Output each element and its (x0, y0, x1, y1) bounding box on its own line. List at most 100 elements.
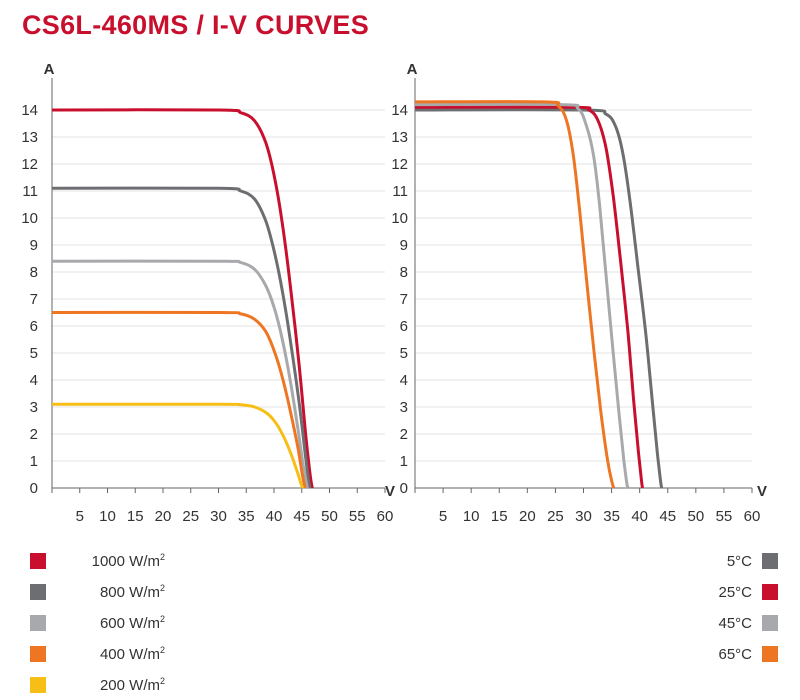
x-tick-label: 5 (439, 508, 447, 525)
legend-label-text: 1000 W/m (91, 553, 160, 570)
x-axis-label: V (757, 483, 767, 500)
legend-label: 1000 W/m2 (92, 552, 165, 570)
legend-label-superscript: 2 (159, 676, 165, 686)
legend-label-text: 600 W/m (99, 615, 160, 632)
legend-swatch (762, 584, 778, 600)
chart-panel-1: 5 10 15 20 25 30 35 40 45 50 55 6001234567891011121… (21, 61, 395, 525)
x-tick-label: 40 (631, 508, 648, 525)
x-tick-label: 60 (377, 508, 394, 525)
y-tick-label: 8 (30, 264, 38, 281)
x-tick-label: 35 (238, 508, 255, 525)
legend-label: 25°C (718, 583, 752, 601)
legend-swatch (30, 615, 46, 631)
y-tick-label: 13 (21, 129, 38, 146)
y-tick-label: 4 (30, 372, 38, 389)
series-line-2-3 (414, 102, 630, 489)
legend-item: 600 W/m2 (30, 613, 165, 633)
y-tick-label: 0 (30, 480, 38, 497)
chart-panel-2: 5 10 15 20 25 30 35 40 45 50 55 6001234567891011121… (391, 61, 767, 525)
y-tick-label: 14 (391, 102, 408, 119)
legend-label: 400 W/m2 (100, 645, 165, 663)
legend-label-superscript: 2 (159, 552, 165, 562)
y-tick-label: 10 (391, 210, 408, 227)
x-tick-label: 60 (744, 508, 761, 525)
series-line-2-2 (414, 105, 644, 489)
legend-swatch (762, 646, 778, 662)
x-tick-label: 10 (99, 508, 116, 525)
y-tick-label: 9 (400, 237, 408, 254)
x-tick-label: 40 (266, 508, 283, 525)
legend-item: 800 W/m2 (30, 582, 165, 602)
y-tick-label: 1 (30, 453, 38, 470)
y-tick-label: 0 (400, 480, 408, 497)
x-tick-label: 25 (547, 508, 564, 525)
y-tick-label: 2 (30, 426, 38, 443)
y-tick-label: 14 (21, 102, 38, 119)
legend-label: 45°C (718, 614, 752, 632)
x-axis-label: V (385, 483, 395, 500)
legend-swatch (762, 615, 778, 631)
y-tick-label: 2 (400, 426, 408, 443)
legend-label-superscript: 2 (159, 583, 165, 593)
legend-swatch (30, 584, 46, 600)
series-line-1-1 (51, 108, 314, 489)
y-tick-label: 5 (400, 345, 408, 362)
legend-item: 1000 W/m2 (30, 551, 165, 571)
x-tick-label: 30 (575, 508, 592, 525)
legend-swatch (30, 677, 46, 693)
legend-label: 65°C (718, 645, 752, 663)
x-tick-label: 35 (603, 508, 620, 525)
y-tick-label: 11 (22, 183, 38, 200)
x-tick-label: 55 (349, 508, 366, 525)
y-tick-label: 6 (400, 318, 408, 335)
legend-swatch (30, 646, 46, 662)
y-tick-label: 10 (21, 210, 38, 227)
legend-item: 25°C (718, 582, 778, 602)
legend-label-text: 400 W/m (99, 646, 160, 663)
y-axis-label: A (407, 61, 418, 78)
legend-item: 200 W/m2 (30, 675, 165, 695)
page-title: CS6L-460MS / I-V CURVES (22, 10, 369, 40)
legend-label: 800 W/m2 (100, 583, 165, 601)
y-tick-label: 13 (391, 129, 408, 146)
series-line-2-1 (414, 108, 664, 489)
y-tick-label: 5 (30, 345, 38, 362)
y-tick-label: 8 (400, 264, 408, 281)
series-line-1-3 (51, 259, 309, 489)
legend-label-text: 200 W/m (99, 677, 160, 694)
legend-label: 5°C (726, 552, 752, 570)
legend-swatch (762, 553, 778, 569)
x-tick-label: 30 (210, 508, 227, 525)
x-tick-label: 15 (127, 508, 144, 525)
series-line-2-4 (414, 100, 616, 489)
y-tick-label: 3 (30, 399, 38, 416)
x-tick-label: 50 (687, 508, 704, 525)
y-tick-label: 1 (400, 453, 408, 470)
x-tick-label: 45 (293, 508, 310, 525)
series-line-1-2 (51, 186, 312, 489)
series-line-1-5 (51, 402, 305, 489)
y-tick-label: 7 (30, 291, 38, 308)
y-tick-label: 11 (392, 183, 408, 200)
legend-label-superscript: 2 (159, 645, 165, 655)
x-tick-label: 25 (182, 508, 199, 525)
series-line-1-4 (51, 310, 307, 489)
x-tick-label: 5 (76, 508, 84, 525)
y-tick-label: 12 (391, 156, 408, 173)
y-axis-label: A (44, 61, 55, 78)
x-tick-label: 55 (716, 508, 733, 525)
y-tick-label: 6 (30, 318, 38, 335)
y-tick-label: 9 (30, 237, 38, 254)
legend-item: 5°C (727, 551, 778, 571)
legend-item: 65°C (718, 644, 778, 664)
legend-label: 200 W/m2 (100, 676, 165, 694)
legend-label-superscript: 2 (159, 614, 165, 624)
x-tick-label: 15 (491, 508, 508, 525)
legend-swatch (30, 553, 46, 569)
y-tick-label: 3 (400, 399, 408, 416)
legend-item: 45°C (718, 613, 778, 633)
y-tick-label: 4 (400, 372, 408, 389)
x-tick-label: 20 (155, 508, 172, 525)
x-tick-label: 45 (659, 508, 676, 525)
